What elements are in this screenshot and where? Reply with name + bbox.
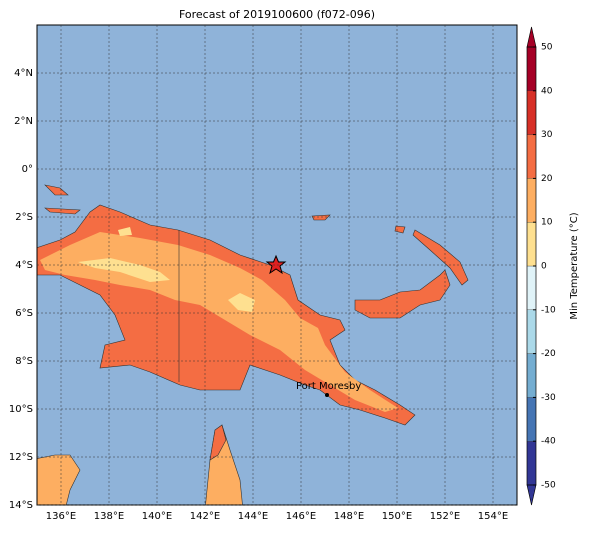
x-tick-label: 154°E [478,511,508,522]
colorbar-tick-label: -40 [541,437,556,447]
colorbar-tick-label: -20 [541,349,556,359]
colorbar-tick-label: 10 [541,218,553,228]
y-tick-label: 2°S [15,212,33,223]
colorbar-bin [526,178,537,223]
x-tick-label: 144°E [238,511,268,522]
colorbar-tick-label: 40 [541,86,553,96]
y-tick-label: 10°S [9,404,33,415]
star-marker [265,254,287,275]
cool-zone [118,227,132,236]
city-label: Port Moresby [296,381,361,392]
colorbar-tick-label: 20 [541,174,553,184]
colorbar-bin [526,90,537,135]
colorbar-tick-label: 50 [541,43,553,53]
island [394,225,406,234]
colorbar-tick-label: -30 [541,393,556,403]
colorbar-bin [526,222,537,267]
y-tick-label: 2°N [14,116,33,127]
colorbar-tick-label: 0 [541,262,547,272]
colorbar-bin [526,265,537,310]
y-tick-label: 8°S [15,356,33,367]
x-tick-label: 140°E [142,511,172,522]
y-tick-label: 12°S [9,452,33,463]
x-tick-label: 150°E [382,511,412,522]
australia-tip [209,424,227,461]
colorbar-tick-label: -50 [541,481,556,491]
warm-zone [40,232,398,412]
island [44,184,69,196]
colorbar-extend-top [526,26,537,48]
y-tick-label: 4°N [14,68,33,79]
y-tick-label: 0° [22,164,33,175]
y-tick-label: 4°S [15,260,33,271]
colorbar-label: Min Temperature (°C) [569,212,580,319]
colorbar-bin [526,397,537,442]
colorbar-bin [526,353,537,398]
x-tick-label: 146°E [286,511,316,522]
colorbar-bin [526,134,537,179]
colorbar-tick-label: 30 [541,130,553,140]
colorbar-tick-label: -10 [541,305,556,315]
new-britain [354,269,451,319]
city-dot [325,393,329,397]
x-tick-label: 136°E [46,511,76,522]
x-tick-label: 142°E [190,511,220,522]
x-tick-label: 138°E [94,511,124,522]
colorbar-bin [526,46,537,91]
colorbar-extend-bottom [526,484,537,506]
y-tick-label: 6°S [15,308,33,319]
colorbar-bin [526,309,537,354]
new-ireland [412,229,469,286]
x-tick-label: 148°E [334,511,364,522]
x-tick-label: 152°E [430,511,460,522]
island [311,214,331,221]
land-layer [37,184,469,505]
y-tick-label: 14°S [9,500,33,511]
cool-zone [78,258,170,282]
colorbar-bin [526,441,537,486]
cool-zone [228,293,255,312]
title: Forecast of 2019100600 (f072-096) [179,8,375,21]
island [44,207,81,215]
australia [37,454,81,505]
